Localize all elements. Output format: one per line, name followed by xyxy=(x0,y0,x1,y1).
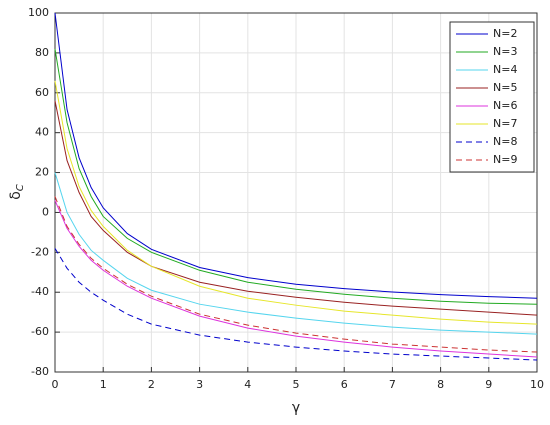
series-line xyxy=(54,48,538,305)
x-tick-label: 10 xyxy=(530,378,544,391)
series-line xyxy=(54,12,538,299)
series-line xyxy=(54,248,538,361)
legend-label: N=8 xyxy=(493,135,517,148)
y-tick-label: 60 xyxy=(35,86,49,99)
y-tick-label: 20 xyxy=(35,166,49,179)
legend-label: N=6 xyxy=(493,99,517,112)
series-line xyxy=(54,200,538,358)
series-line xyxy=(54,172,538,335)
y-tick-label: -40 xyxy=(31,285,49,298)
y-tick-label: 80 xyxy=(35,46,49,59)
legend-label: N=5 xyxy=(493,81,517,94)
y-tick-label: 0 xyxy=(42,205,49,218)
legend-label: N=7 xyxy=(493,117,517,130)
x-tick-label: 3 xyxy=(196,378,203,391)
x-tick-label: 5 xyxy=(293,378,300,391)
legend-box xyxy=(449,21,535,173)
legend-label: N=9 xyxy=(493,153,517,166)
y-tick-label: -60 xyxy=(31,325,49,338)
x-tick-label: 2 xyxy=(148,378,155,391)
y-tick-label: -20 xyxy=(31,245,49,258)
series-line xyxy=(54,80,538,325)
series-line xyxy=(54,196,538,353)
y-axis-label: δC xyxy=(8,184,26,200)
x-tick-label: 0 xyxy=(52,378,59,391)
legend-label: N=3 xyxy=(493,45,517,58)
legend-label: N=2 xyxy=(493,27,517,40)
y-label-main: δ xyxy=(8,191,24,200)
x-tick-label: 7 xyxy=(389,378,396,391)
axes-box xyxy=(54,12,538,373)
x-tick-label: 9 xyxy=(485,378,492,391)
x-axis-label: γ xyxy=(292,400,300,416)
y-tick-label: -80 xyxy=(31,365,49,378)
y-tick-label: 100 xyxy=(28,6,49,19)
x-tick-label: 4 xyxy=(244,378,251,391)
y-tick-label: 40 xyxy=(35,126,49,139)
x-tick-label: 6 xyxy=(341,378,348,391)
series-line xyxy=(54,100,538,316)
legend-label: N=4 xyxy=(493,63,517,76)
y-label-sub: C xyxy=(15,184,26,191)
x-tick-label: 8 xyxy=(437,378,444,391)
legend: N=2 N=3 N=4 N=5 N=6 N=7 N=8 N=9 xyxy=(449,21,535,173)
x-tick-label: 1 xyxy=(100,378,107,391)
